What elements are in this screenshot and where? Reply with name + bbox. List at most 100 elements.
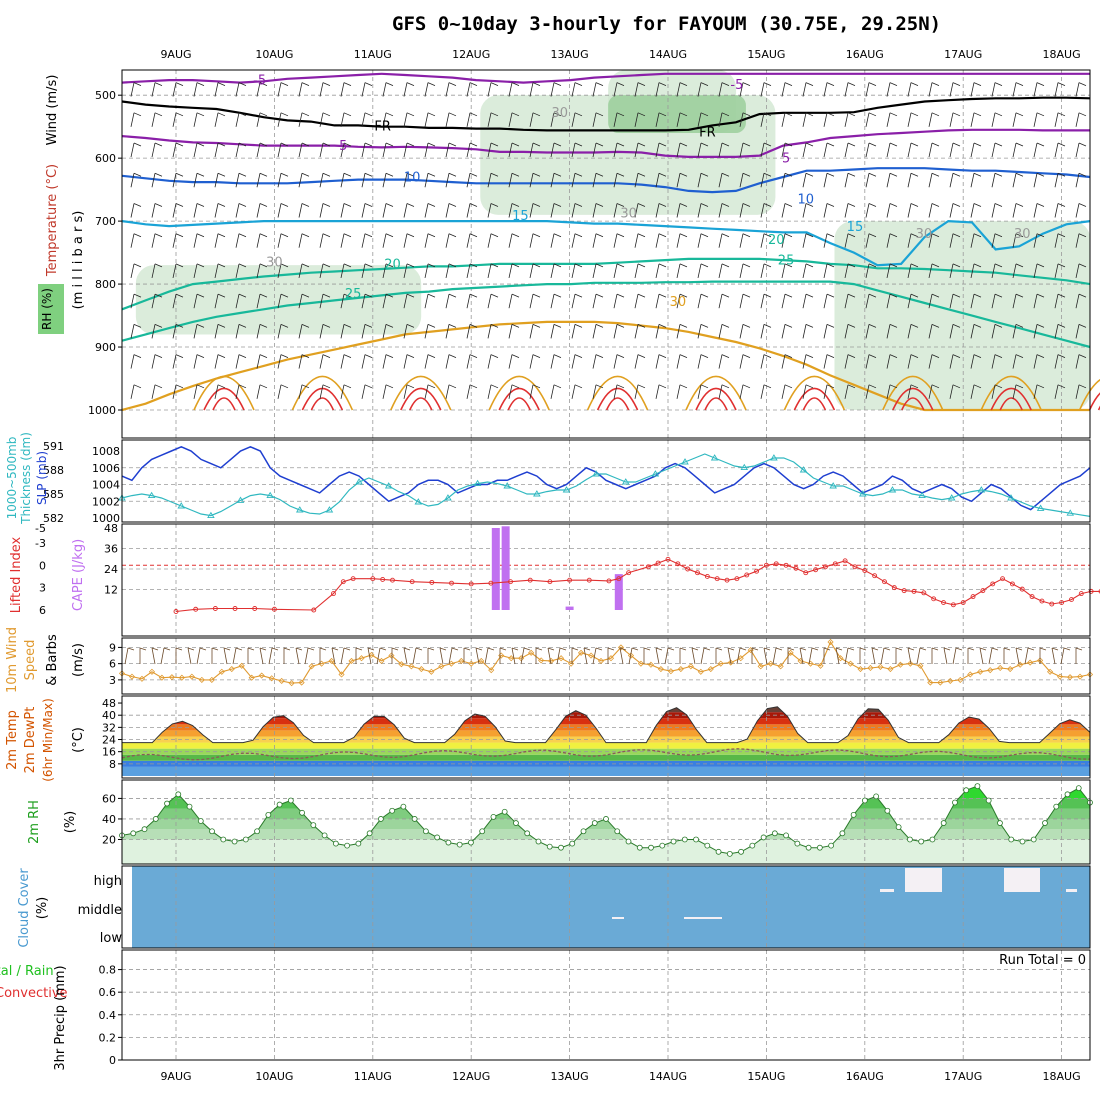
y-tick-label: 32 (102, 721, 116, 734)
lifted-index-marker (1078, 591, 1084, 597)
wind-barb (1054, 82, 1066, 97)
rh-2m-marker (715, 848, 722, 855)
wind-barb (802, 112, 814, 127)
lifted-index-marker (429, 579, 435, 585)
wind-speed-marker (518, 655, 525, 662)
wind-barb (1054, 112, 1066, 127)
wind-barb (403, 172, 415, 188)
wind-barb (151, 384, 163, 399)
rh-2m-marker (231, 838, 238, 845)
wind-barb (277, 324, 289, 339)
contour-label: 25 (345, 287, 362, 302)
wind-barb (298, 142, 310, 158)
wind-barb (865, 233, 877, 248)
lifted-index-marker (901, 588, 907, 594)
wind-barb (1012, 324, 1024, 339)
rh-2m-marker (310, 822, 317, 829)
wind-barb (634, 354, 646, 369)
wind-barb (529, 112, 541, 127)
contour-label: 30 (916, 227, 933, 242)
rh-shading-core (608, 95, 746, 133)
wind-speed-marker (1086, 671, 1094, 678)
wind-speed-marker (538, 657, 545, 664)
wind-speed-marker (1076, 673, 1084, 680)
wind-barb (592, 384, 604, 399)
rh-2m-marker (895, 824, 902, 831)
wind-barb (424, 203, 436, 218)
wind-barb (403, 203, 415, 218)
surface-wind-barb (1075, 647, 1083, 664)
wind-barb (718, 203, 730, 218)
wind-speed-marker (667, 668, 674, 675)
wind-barb (172, 203, 184, 218)
wind-barb (655, 142, 667, 158)
rh-2m-marker (828, 842, 835, 849)
surface-wind-barb (727, 647, 735, 665)
surface-heat-contour (596, 387, 639, 411)
contour-label: 20 (768, 233, 785, 248)
wind-barb (424, 233, 436, 248)
contour-label: 5 (782, 152, 790, 167)
lifted-index-marker (783, 562, 789, 568)
lifted-index-marker (1009, 581, 1015, 587)
wind-barb (445, 112, 457, 127)
below-surface-area (122, 410, 1090, 438)
contour-label: -5 (730, 78, 743, 93)
wind-barb (613, 233, 625, 248)
rh-2m-marker (265, 811, 272, 818)
wind-barb (907, 263, 919, 279)
rh-2m-marker (783, 832, 789, 839)
y-tick-label: 8 (109, 758, 116, 771)
wind-barb (424, 142, 436, 158)
wind-barb (1054, 324, 1066, 339)
wind-speed-marker (228, 665, 235, 673)
wind-speed-marker (158, 674, 165, 681)
wind-barb (235, 203, 247, 218)
wind-barb (193, 142, 205, 158)
wind-barb (781, 233, 793, 248)
wind-barb (970, 293, 982, 309)
wind-barb (466, 233, 478, 248)
wind-barb (466, 324, 478, 339)
wind-barb (718, 324, 730, 339)
wind-barb (697, 293, 709, 309)
lifted-index-marker (921, 590, 927, 596)
date-label-top: 14AUG (649, 48, 687, 61)
surface-wind-barb (175, 647, 183, 664)
wind-barb (676, 324, 688, 339)
wind-barb (697, 324, 709, 339)
wind-barb (718, 263, 730, 279)
contour-label: 10 (404, 170, 421, 185)
thickness-marker (503, 482, 512, 489)
wind-speed-marker (687, 663, 694, 670)
rh-2m-marker (209, 828, 215, 835)
panel-frame-temp2m (121, 695, 1091, 779)
wind-barb (739, 263, 751, 279)
wind-barb (130, 263, 142, 279)
y-tick-label: 900 (95, 341, 116, 354)
wind-barb (445, 142, 457, 158)
wind-barb (634, 203, 646, 218)
surface-wind-barb (628, 647, 639, 665)
wind-barb (382, 324, 394, 339)
wind-barb (508, 354, 520, 369)
wind-speed-marker (647, 661, 654, 668)
lifted-index-marker (980, 588, 986, 594)
contour-label: -5 (253, 73, 266, 88)
rh-2m-marker (907, 836, 913, 843)
wind-barb (1054, 384, 1066, 399)
lifted-index-marker (252, 606, 258, 611)
wind-barb (550, 203, 562, 218)
lifted-index-marker (468, 581, 474, 587)
surface-heat-contour (310, 397, 335, 411)
thickness-marker (414, 498, 423, 505)
wind-barb (529, 233, 541, 248)
wind-barb (907, 82, 919, 97)
wind-barb (445, 384, 457, 399)
wind-barb (235, 293, 247, 309)
wind-barb (424, 384, 436, 399)
wind-barb (739, 112, 751, 127)
wind-barb (760, 324, 772, 339)
wind-barb (340, 112, 352, 127)
wind-barb (1033, 324, 1045, 339)
